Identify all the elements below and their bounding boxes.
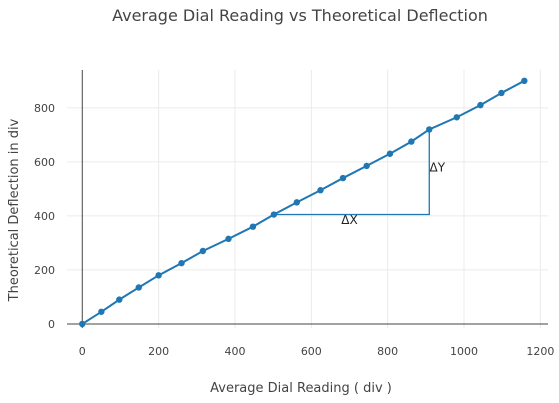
data-point — [155, 272, 162, 279]
y-tick-label: 600 — [34, 156, 55, 169]
data-point — [135, 284, 142, 291]
data-point — [498, 89, 505, 97]
data-point — [521, 77, 528, 85]
data-point — [339, 174, 347, 182]
data-point — [79, 320, 86, 328]
data-point — [98, 308, 105, 315]
y-axis-title: Theoretical Deflection in div — [7, 118, 22, 302]
data-point — [116, 296, 123, 303]
annotations: ΔX ΔY — [341, 160, 445, 227]
x-tick-label: 0 — [79, 345, 86, 358]
x-axis-title: Average Dial Reading ( div ) — [210, 381, 392, 396]
zero-lines — [67, 70, 548, 328]
x-tick-label: 1200 — [526, 345, 554, 358]
data-point — [249, 223, 257, 230]
data-point — [225, 235, 232, 243]
x-tick-label: 800 — [377, 345, 398, 358]
slope-triangle — [273, 129, 430, 216]
x-tick-label: 200 — [148, 345, 169, 358]
chart-title: Average Dial Reading vs Theoretical Defl… — [112, 6, 488, 25]
annotation-label: ΔY — [430, 160, 446, 174]
x-tick-label: 600 — [301, 345, 322, 358]
y-tick-label: 0 — [48, 318, 55, 331]
data-point — [408, 138, 415, 145]
grid — [67, 70, 548, 328]
x-tick-label: 1000 — [450, 345, 478, 358]
slope-triangle-lines — [273, 129, 430, 216]
data-point — [270, 211, 278, 218]
data-point — [453, 114, 460, 121]
series-layer — [79, 77, 528, 328]
y-tick-label: 800 — [34, 102, 55, 115]
data-point — [386, 150, 394, 157]
data-point — [199, 247, 207, 255]
data-point — [477, 101, 484, 109]
data-point — [293, 199, 301, 206]
y-tick-label: 200 — [34, 264, 55, 277]
data-point — [178, 259, 185, 267]
data-point — [317, 187, 324, 194]
data-point — [426, 126, 433, 133]
tick-labels: 0 200 400 600 800 1000 1200 0 200 400 600 800 — [34, 102, 554, 358]
data-point — [363, 162, 370, 170]
x-tick-label: 400 — [224, 345, 245, 358]
y-tick-label: 400 — [34, 210, 55, 223]
annotation-label: ΔX — [341, 213, 357, 227]
